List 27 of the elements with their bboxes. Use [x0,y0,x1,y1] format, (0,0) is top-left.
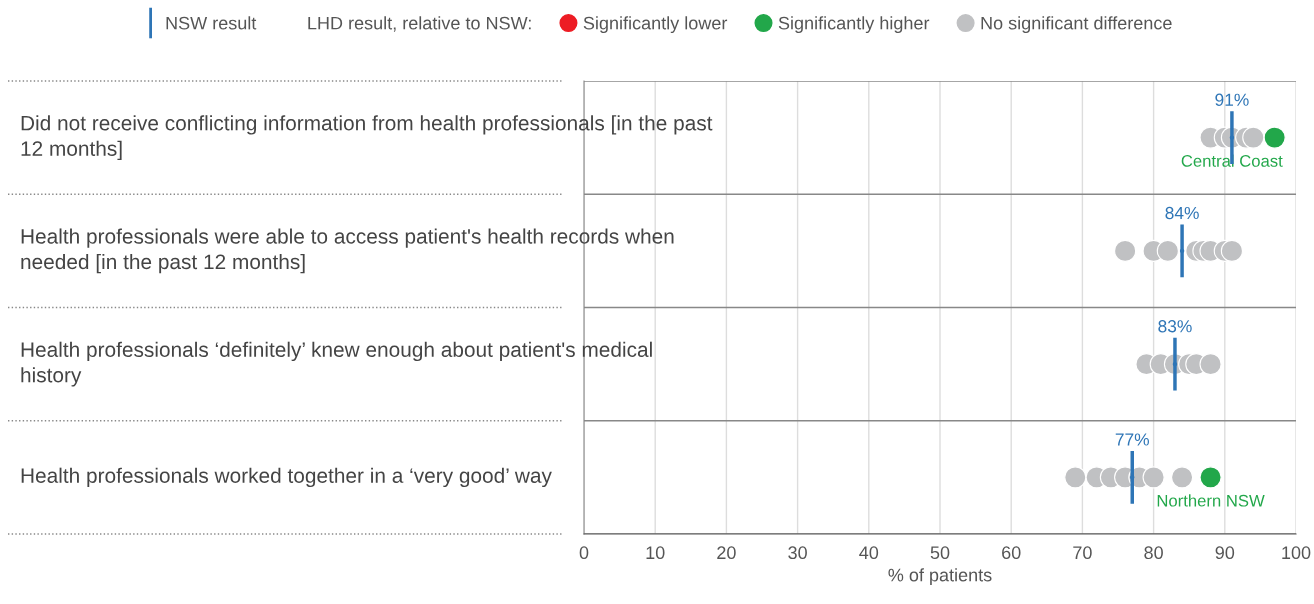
x-tick-label: 90 [1215,546,1235,560]
x-tick-label: 10 [646,546,665,560]
x-tick-label: 80 [1144,546,1163,560]
x-tick-label: 100 [1282,546,1311,560]
y-tick-label: Did not receive conflicting information from health professionals [in the past 12 months] [21,115,713,161]
x-tick-label: 50 [930,546,950,560]
legend-label: Significantly higher [778,16,930,34]
y-tick-label: Health professionals worked together in a ‘very good’ way [21,467,552,488]
data-label: 83% [1158,320,1192,333]
annotation: Northern NSW [1157,494,1265,507]
x-tick-label: 30 [788,546,807,560]
data-label: 91% [1215,93,1249,106]
y-tick-label: Health professionals ‘definitely’ knew enough about patient's medical history [21,341,652,387]
data-label: 77% [1115,433,1149,446]
legend-label: NSW result [166,16,257,30]
legend-label: No significant difference [981,16,1172,34]
x-tick-label: 40 [859,546,879,560]
x-tick-label: 20 [717,546,736,560]
x-tick-label: 0 [579,546,589,560]
x-tick-label: 60 [1002,546,1021,560]
legend-label: Significantly lower [583,16,728,34]
x-tick-label: 70 [1073,546,1092,560]
y-tick-label: Health professionals were able to access patient's health records when needed [in the past 12 months] [21,228,674,274]
x-axis-title: % of patients [888,568,992,586]
legend-title: LHD result, relative to NSW: [308,16,531,32]
annotation: Central Coast [1181,154,1283,167]
data-label: 84% [1165,206,1199,220]
